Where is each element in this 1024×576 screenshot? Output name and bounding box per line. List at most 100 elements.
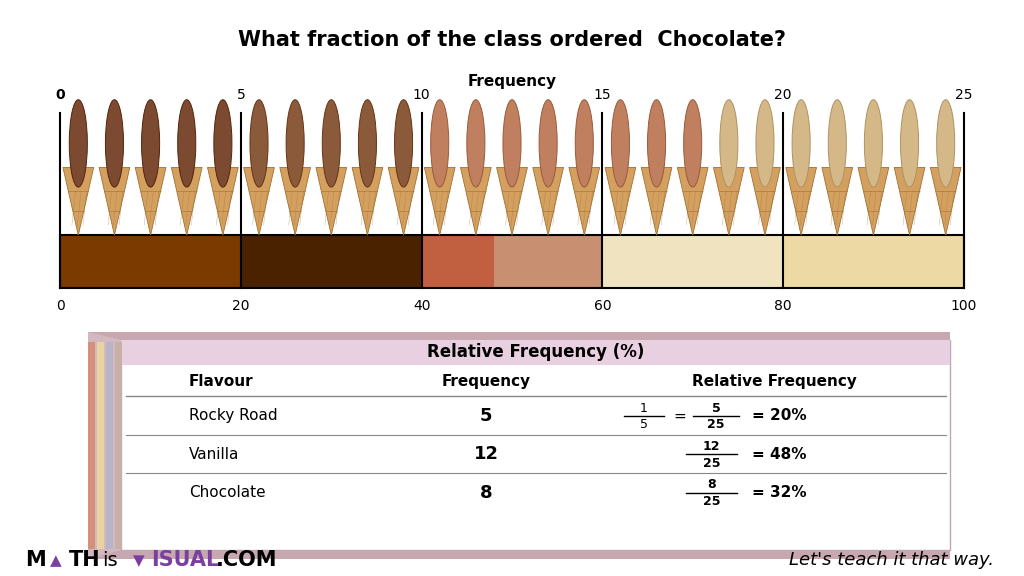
Text: M: M	[26, 551, 46, 570]
Text: Flavour: Flavour	[188, 374, 254, 389]
Text: 0: 0	[55, 88, 66, 102]
Polygon shape	[316, 168, 347, 235]
Polygon shape	[461, 168, 492, 235]
Text: 5: 5	[712, 401, 720, 415]
Text: 8: 8	[480, 483, 493, 502]
Text: 5: 5	[480, 407, 493, 425]
Polygon shape	[352, 168, 383, 235]
Text: 25: 25	[702, 457, 720, 469]
Text: Frequency: Frequency	[441, 374, 530, 389]
Circle shape	[828, 100, 846, 187]
Bar	[241, 235, 422, 287]
Circle shape	[431, 100, 449, 187]
Polygon shape	[88, 332, 950, 340]
Polygon shape	[532, 168, 563, 235]
Circle shape	[178, 100, 196, 187]
Text: 1: 1	[640, 401, 648, 415]
Text: = 20%: = 20%	[752, 408, 807, 423]
Text: Frequency: Frequency	[467, 74, 557, 89]
Text: 8: 8	[708, 479, 716, 491]
Text: Vanilla: Vanilla	[188, 447, 240, 462]
Text: ▼: ▼	[133, 553, 144, 568]
FancyBboxPatch shape	[121, 340, 950, 550]
Text: 0: 0	[56, 298, 65, 313]
Polygon shape	[244, 168, 274, 235]
Polygon shape	[171, 168, 202, 235]
Circle shape	[539, 100, 557, 187]
Circle shape	[647, 100, 666, 187]
FancyBboxPatch shape	[115, 342, 122, 548]
Polygon shape	[641, 168, 672, 235]
Text: 10: 10	[413, 88, 430, 102]
Text: Relative Frequency: Relative Frequency	[692, 374, 857, 389]
Circle shape	[105, 100, 124, 187]
Text: 80: 80	[774, 298, 792, 313]
Bar	[783, 235, 964, 287]
Text: Rocky Road: Rocky Road	[188, 408, 278, 423]
Circle shape	[503, 100, 521, 187]
Polygon shape	[677, 168, 708, 235]
Polygon shape	[388, 168, 419, 235]
Text: 25: 25	[702, 495, 720, 508]
Circle shape	[575, 100, 593, 187]
Polygon shape	[62, 168, 93, 235]
Text: = 48%: = 48%	[752, 447, 807, 462]
Circle shape	[358, 100, 377, 187]
FancyBboxPatch shape	[105, 342, 113, 548]
Text: is: is	[102, 551, 118, 570]
Circle shape	[611, 100, 630, 187]
Circle shape	[684, 100, 701, 187]
Circle shape	[467, 100, 485, 187]
Polygon shape	[750, 168, 780, 235]
Text: Relative Frequency (%): Relative Frequency (%)	[427, 343, 644, 361]
Text: .COM: .COM	[216, 551, 278, 570]
FancyBboxPatch shape	[97, 342, 104, 548]
Text: TH: TH	[69, 551, 100, 570]
Text: = 32%: = 32%	[752, 485, 807, 500]
Circle shape	[864, 100, 883, 187]
Circle shape	[141, 100, 160, 187]
Text: 5: 5	[237, 88, 246, 102]
Polygon shape	[99, 168, 130, 235]
Text: 20: 20	[232, 298, 250, 313]
Bar	[602, 235, 783, 287]
Text: Chocolate: Chocolate	[188, 485, 265, 500]
Text: 60: 60	[594, 298, 611, 313]
Circle shape	[937, 100, 954, 187]
Circle shape	[323, 100, 340, 187]
Polygon shape	[605, 168, 636, 235]
Bar	[60, 235, 964, 287]
Text: =: =	[674, 408, 686, 423]
Text: 12: 12	[474, 445, 499, 463]
Polygon shape	[858, 168, 889, 235]
Polygon shape	[931, 168, 962, 235]
Text: What fraction of the class ordered  Chocolate?: What fraction of the class ordered Choco…	[238, 31, 786, 50]
FancyBboxPatch shape	[121, 340, 950, 365]
Text: 100: 100	[950, 298, 977, 313]
Text: Let's teach it that way.: Let's teach it that way.	[788, 551, 993, 570]
Bar	[494, 235, 602, 287]
Circle shape	[70, 100, 87, 187]
Text: 25: 25	[955, 88, 973, 102]
Text: ISUAL: ISUAL	[151, 551, 219, 570]
Polygon shape	[497, 168, 527, 235]
Text: 40: 40	[413, 298, 430, 313]
Circle shape	[394, 100, 413, 187]
Text: ▲: ▲	[50, 553, 62, 568]
FancyBboxPatch shape	[88, 342, 95, 548]
Polygon shape	[569, 168, 600, 235]
Circle shape	[900, 100, 919, 187]
Text: 12: 12	[702, 440, 720, 453]
Circle shape	[793, 100, 810, 187]
Polygon shape	[280, 168, 310, 235]
Polygon shape	[88, 550, 950, 559]
Text: 15: 15	[594, 88, 611, 102]
Circle shape	[756, 100, 774, 187]
Circle shape	[214, 100, 231, 187]
Bar	[60, 235, 241, 287]
Polygon shape	[714, 168, 744, 235]
Polygon shape	[135, 168, 166, 235]
Circle shape	[250, 100, 268, 187]
Polygon shape	[894, 168, 925, 235]
Circle shape	[720, 100, 738, 187]
